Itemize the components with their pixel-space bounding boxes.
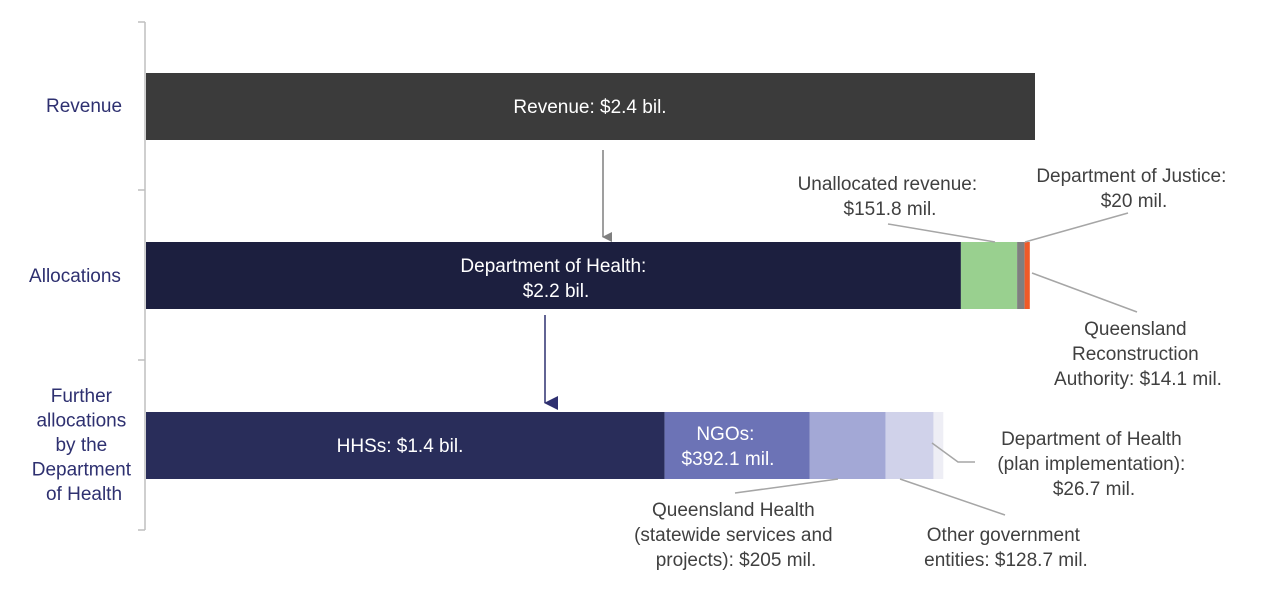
- data-label-revenue: Revenue: $2.4 bil.: [513, 97, 666, 118]
- bar-unallocated-revenue: [960, 242, 1018, 309]
- leader-qra: [1031, 272, 1138, 313]
- bar-queensland-reconstruction-authority: [1024, 242, 1030, 309]
- bar-revenue: [146, 73, 1035, 140]
- category-label-allocations: Allocations: [29, 266, 121, 287]
- category-label-further-allocations: Further allocations by the Department of…: [32, 386, 137, 505]
- data-label-hhss: HHSs: $1.4 bil.: [337, 436, 464, 457]
- bar-department-of-justice: [1017, 242, 1025, 309]
- bar-department-of-health: [146, 242, 961, 309]
- bar-queensland-health-statewide: [809, 412, 886, 479]
- leader-oge: [899, 478, 1006, 516]
- bars: [146, 73, 1035, 479]
- data-label-queensland-reconstruction-authority: Queensland Reconstruction Authority: $14…: [1054, 319, 1222, 390]
- data-label-department-of-health: Department of Health: $2.2 bil.: [460, 256, 651, 302]
- data-label-department-of-health-plan: Department of Health (plan implementatio…: [997, 429, 1190, 500]
- bar-other-government-entities: [885, 412, 934, 479]
- data-label-ngos: NGOs: $392.1 mil.: [682, 424, 775, 470]
- category-label-revenue: Revenue: [46, 96, 122, 117]
- data-label-department-of-justice: Department of Justice: $20 mil.: [1036, 166, 1231, 212]
- bar-hhss: [146, 412, 665, 479]
- data-label-queensland-health-statewide: Queensland Health (statewide services an…: [634, 500, 838, 571]
- leader-justice: [1024, 212, 1129, 243]
- leader-unallocated: [887, 223, 996, 243]
- bar-ngos: [664, 412, 810, 479]
- leader-qh: [734, 478, 839, 494]
- data-label-unallocated-revenue: Unallocated revenue: $151.8 mil.: [798, 174, 983, 220]
- bar-department-of-health-plan: [933, 412, 944, 479]
- leader-dohplan: [931, 442, 975, 463]
- data-label-other-government-entities: Other government entities: $128.7 mil.: [924, 525, 1088, 571]
